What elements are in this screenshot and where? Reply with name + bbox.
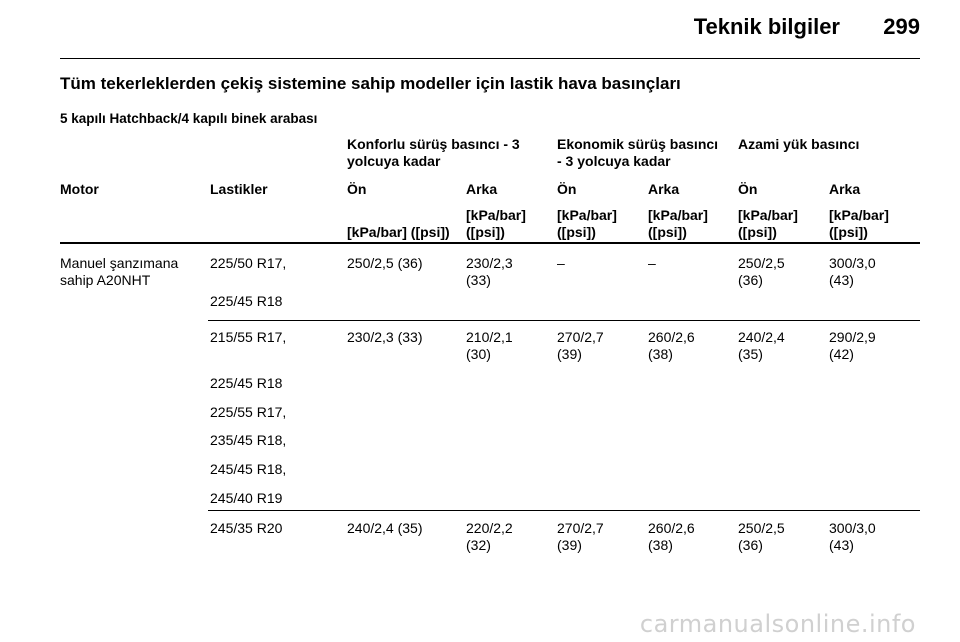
tyre-size: 225/45 R18 [210,293,283,309]
value-line: 210/2,1 [466,329,513,345]
tyre-size: 225/55 R17, [210,404,287,420]
pressure-front-max: 250/2,5 (36) [738,520,785,554]
value-line: 260/2,6 [648,329,695,345]
column-header-front-comfort: Ön [347,181,367,197]
tyre-size: 225/45 R18 [210,375,283,391]
table-header-rule [60,242,920,244]
value-line: 300/3,0 [829,255,876,271]
tyre-size: 225/50 R17, [210,255,287,271]
pressure-rear-eco: – [648,255,656,271]
header-rule [60,58,920,59]
column-header-motor: Motor [60,181,99,197]
motor-line: sahip A20NHT [60,272,151,288]
value-line: (39) [557,537,582,553]
pressure-front-comfort: 250/2,5 (36) [347,255,423,271]
value-line: (43) [829,537,854,553]
unit-line: ([psi]) [829,224,868,240]
pressure-front-eco: 270/2,7 (39) [557,520,604,554]
pressure-front-eco: 270/2,7 (39) [557,329,604,363]
value-line: (38) [648,537,673,553]
value-line: (30) [466,346,491,362]
group-header-eco: Ekonomik sürüş basıncı - 3 yolcuya kadar [557,136,718,170]
column-header-front-eco: Ön [557,181,577,197]
pressure-front-eco: – [557,255,565,271]
unit-header-rear-eco: [kPa/bar] ([psi]) [648,207,708,241]
tyre-size: 245/35 R20 [210,520,283,536]
group-header-comfort: Konforlu sürüş basıncı - 3 yolcuya kadar [347,136,520,170]
value-line: 240/2,4 [738,329,785,345]
value-line: 260/2,6 [648,520,695,536]
motor-line: Manuel şanzımana [60,255,179,271]
tyre-size: 215/55 R17, [210,329,287,345]
running-title: Teknik bilgiler [693,14,840,39]
row-divider [208,510,920,511]
page-header: Teknik bilgiler 299 [60,14,920,44]
unit-line: [kPa/bar] [648,207,708,223]
table-subtitle: 5 kapılı Hatchback/4 kapılı binek arabas… [60,111,318,126]
tyre-size: 245/45 R18, [210,461,287,477]
column-header-tyres: Lastikler [210,181,268,197]
value-line: 270/2,7 [557,329,604,345]
unit-line: ([psi]) [466,224,505,240]
pressure-rear-comfort: 210/2,1 (30) [466,329,513,363]
value-line: (42) [829,346,854,362]
motor-cell: Manuel şanzımana sahip A20NHT [60,255,178,289]
pressure-rear-comfort: 220/2,2 (32) [466,520,513,554]
group-header-max: Azami yük basıncı [738,136,860,152]
unit-header-rear-comfort: [kPa/bar] ([psi]) [466,207,526,241]
value-line: 270/2,7 [557,520,604,536]
value-line: 250/2,5 [738,520,785,536]
pressure-front-max: 250/2,5 (36) [738,255,785,289]
unit-line: ([psi]) [738,224,777,240]
value-line: 230/2,3 [466,255,513,271]
value-line: (35) [738,346,763,362]
value-line: (43) [829,272,854,288]
column-header-rear-eco: Arka [648,181,680,197]
column-header-rear-comfort: Arka [466,181,498,197]
unit-line: [kPa/bar] [557,207,617,223]
unit-line: [kPa/bar] [466,207,526,223]
unit-header-rear-max: [kPa/bar] ([psi]) [829,207,889,241]
tyre-size: 235/45 R18, [210,432,287,448]
pressure-front-max: 240/2,4 (35) [738,329,785,363]
group-header-eco-line: Ekonomik sürüş basıncı [557,136,719,152]
unit-line: [kPa/bar] [829,207,889,223]
unit-line: ([psi]) [557,224,596,240]
section-title: Tüm tekerleklerden çekiş sistemine sahip… [60,74,681,93]
column-header-front-max: Ön [738,181,758,197]
group-header-comfort-line: Konforlu sürüş basıncı - 3 [347,136,520,152]
pressure-rear-comfort: 230/2,3 (33) [466,255,513,289]
value-line: (39) [557,346,582,362]
pressure-rear-eco: 260/2,6 (38) [648,520,695,554]
unit-header-front-comfort: [kPa/bar] ([psi]) [347,224,450,240]
unit-line: ([psi]) [648,224,687,240]
pressure-rear-max: 300/3,0 (43) [829,520,876,554]
value-line: 220/2,2 [466,520,513,536]
pressure-front-comfort: 230/2,3 (33) [347,329,423,345]
column-header-rear-max: Arka [829,181,861,197]
group-header-eco-line: - 3 yolcuya kadar [557,153,671,169]
value-line: 250/2,5 [738,255,785,271]
value-line: (38) [648,346,673,362]
pressure-front-comfort: 240/2,4 (35) [347,520,423,536]
page-number: 299 [883,14,920,39]
pressure-rear-max: 300/3,0 (43) [829,255,876,289]
tyre-size: 245/40 R19 [210,490,283,506]
value-line: 300/3,0 [829,520,876,536]
value-line: (36) [738,537,763,553]
watermark: carmanualsonline.info [639,610,916,638]
unit-header-front-max: [kPa/bar] ([psi]) [738,207,798,241]
unit-header-front-eco: [kPa/bar] ([psi]) [557,207,617,241]
value-line: (32) [466,537,491,553]
value-line: (33) [466,272,491,288]
group-header-comfort-line: yolcuya kadar [347,153,441,169]
pressure-rear-max: 290/2,9 (42) [829,329,876,363]
value-line: 290/2,9 [829,329,876,345]
value-line: (36) [738,272,763,288]
pressure-rear-eco: 260/2,6 (38) [648,329,695,363]
row-divider [208,320,920,321]
unit-line: [kPa/bar] [738,207,798,223]
